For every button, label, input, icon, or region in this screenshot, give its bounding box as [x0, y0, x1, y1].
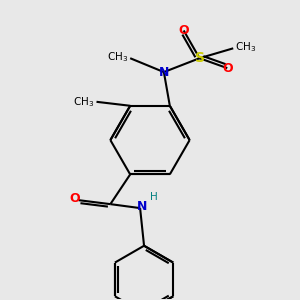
Text: O: O — [178, 24, 189, 37]
Text: N: N — [159, 66, 169, 79]
Text: N: N — [137, 200, 147, 213]
Text: O: O — [222, 61, 232, 75]
Text: S: S — [194, 51, 205, 65]
Text: CH$_3$: CH$_3$ — [107, 50, 128, 64]
Text: CH$_3$: CH$_3$ — [235, 40, 256, 54]
Text: H: H — [150, 192, 158, 202]
Text: CH$_3$: CH$_3$ — [73, 95, 94, 109]
Text: O: O — [69, 192, 80, 205]
